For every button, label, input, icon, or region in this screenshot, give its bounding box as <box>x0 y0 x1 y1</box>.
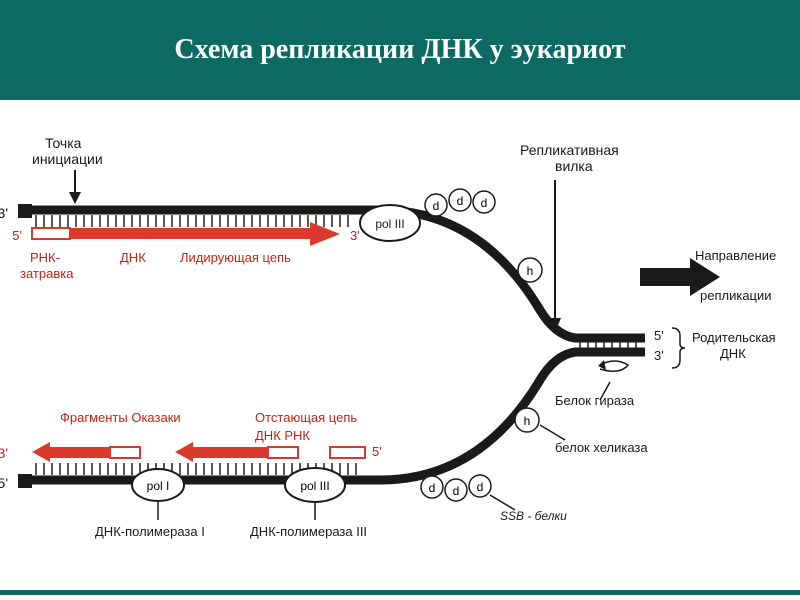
lbl-leading: Лидирующая цепь <box>180 250 291 265</box>
svg-text:d: d <box>429 481 436 495</box>
lbl-5p-lagging: 5' <box>372 444 382 459</box>
h-label-bottom: h <box>524 414 531 428</box>
lbl-fork-2: вилка <box>555 158 593 174</box>
lbl-direction-b: репликации <box>700 288 772 303</box>
svg-text:d: d <box>457 194 464 208</box>
lbl-dna: ДНК <box>120 250 146 265</box>
lbl-initiation-2: инициации <box>32 151 103 167</box>
lbl-pol-i: ДНК-полимераза I <box>95 524 205 539</box>
page-title: Схема репликации ДНК у эукариот <box>174 34 625 66</box>
svg-text:d: d <box>433 199 440 213</box>
d-circles-top: d d d <box>425 189 495 216</box>
leading-red-bar <box>70 228 310 239</box>
ssb-pointer <box>490 495 515 510</box>
lbl-3p-bl: 3' <box>0 445 8 461</box>
lbl-5p-bl: 5' <box>0 475 8 491</box>
lbl-fork-1: Репликативная <box>520 142 619 158</box>
diagram-area: 3' 5' 3' pol III d d d h <box>0 100 800 595</box>
pol-i-label: pol I <box>147 479 170 493</box>
pol-iii-bottom-label: pol III <box>300 479 329 493</box>
lbl-5p-leading: 5' <box>12 228 22 243</box>
lbl-initiation-1: Точка <box>45 135 82 151</box>
d-circles-bottom: d d d <box>421 475 491 501</box>
pol-iii-top-label: pol III <box>375 217 404 231</box>
okazaki-3-rna <box>330 447 365 458</box>
direction-arrow-body <box>640 268 690 286</box>
okazaki-1-rna <box>110 447 140 458</box>
lbl-parent-2: ДНК <box>720 346 746 361</box>
lbl-3p-leading: 3' <box>350 228 360 243</box>
lbl-3p-parent: 3' <box>654 348 664 363</box>
okazaki-1-dna <box>50 447 110 458</box>
okazaki-2-dna <box>193 447 268 458</box>
endcap-tl <box>18 204 32 218</box>
lbl-5p-parent: 5' <box>654 328 664 343</box>
lbl-direction-a: Направление <box>695 248 776 263</box>
helicase-pointer <box>540 425 565 440</box>
svg-text:d: d <box>453 484 460 498</box>
lbl-lagging: Отстающая цепь <box>255 410 357 425</box>
lbl-3p-tl: 3' <box>0 205 8 221</box>
top-strand-ticks <box>36 215 348 227</box>
lbl-dna-rna: ДНК РНК <box>255 428 310 443</box>
okazaki-1-arrow <box>32 442 50 462</box>
lbl-gyrase: Белок гираза <box>555 393 635 408</box>
okazaki-2-rna <box>268 447 298 458</box>
lbl-rna-primer-2: затравка <box>20 266 74 281</box>
leading-arrowhead <box>310 222 340 246</box>
lbl-pol-iii: ДНК-полимераза III <box>250 524 367 539</box>
h-label-top: h <box>527 264 534 278</box>
lbl-helicase: белок хеликаза <box>555 440 648 455</box>
lbl-rna-primer-1: РНК- <box>30 250 60 265</box>
lbl-parent-1: Родительская <box>692 330 776 345</box>
replication-diagram: 3' 5' 3' pol III d d d h <box>0 100 800 595</box>
svg-text:d: d <box>481 196 488 210</box>
initiation-arrowhead <box>69 192 81 204</box>
svg-text:d: d <box>477 480 484 494</box>
title-bar: Схема репликации ДНК у эукариот <box>0 0 800 100</box>
rna-primer-top <box>32 228 70 239</box>
parent-bracket <box>672 328 685 368</box>
endcap-bl-bottom <box>18 474 32 488</box>
okazaki-2-arrow <box>175 442 193 462</box>
footer-bar <box>0 590 800 595</box>
lbl-okazaki: Фрагменты Оказаки <box>60 410 181 425</box>
gyrase-arrowhead <box>598 360 606 370</box>
lbl-ssb: SSB - белки <box>500 509 567 523</box>
